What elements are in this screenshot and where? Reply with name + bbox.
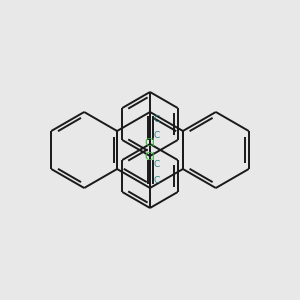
Text: Cl: Cl (145, 152, 155, 162)
Text: C: C (154, 176, 160, 185)
Text: Cl: Cl (145, 138, 155, 148)
Text: C: C (154, 160, 160, 169)
Text: C: C (154, 131, 160, 140)
Text: C: C (154, 115, 160, 124)
